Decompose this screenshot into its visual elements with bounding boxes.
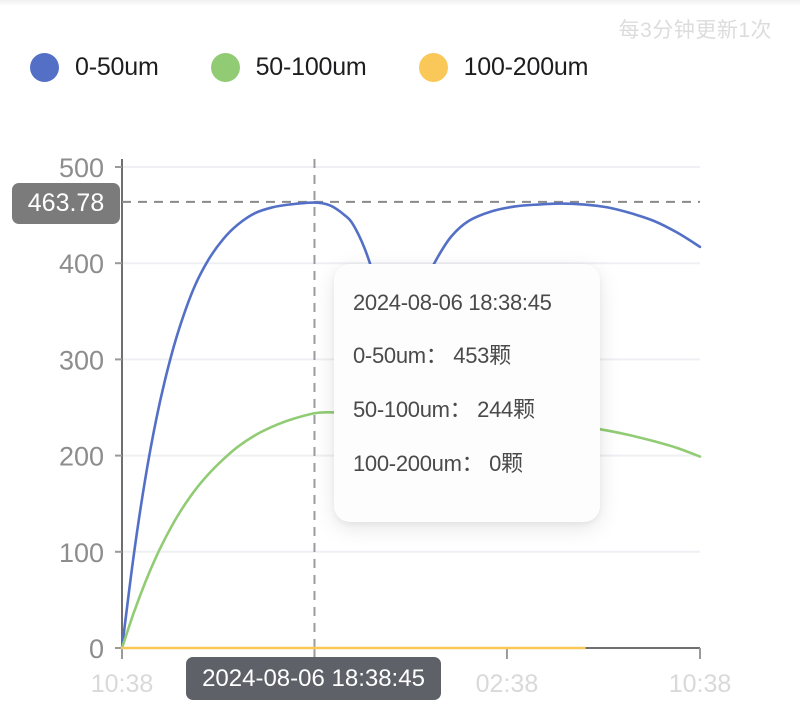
y-axis-value-badge: 463.78: [12, 183, 120, 224]
series-line-0-50um: [120, 201, 702, 650]
legend-item-100-200um[interactable]: 100-200um: [418, 53, 589, 82]
circle-marker-icon: [30, 53, 59, 82]
circle-marker-icon: [210, 53, 240, 82]
tooltip-title: 2024-08-06 18:38:45: [353, 290, 552, 315]
x-axis-tick-label: 02:38: [476, 670, 539, 698]
refresh-interval-note: 每3分钟更新1次: [618, 19, 772, 42]
x-axis-ticks: [121, 648, 701, 659]
x-axis-tick-label: 10:38: [669, 670, 732, 698]
y-axis-tick-label: 500: [59, 153, 104, 183]
y-axis-ticks: [115, 166, 122, 649]
y-axis-tick-label: 100: [59, 538, 104, 568]
y-axis-value-text: 463.78: [27, 189, 105, 217]
y-axis-tick-label: 0: [89, 634, 104, 664]
card-top-edge: [0, 0, 800, 6]
legend-item-0-50um[interactable]: 0-50um: [30, 53, 159, 82]
x-axis-pointer-badge: 2024-08-06 18:38:45: [186, 657, 441, 700]
chart-tooltip: 2024-08-06 18:38:45 0-50um： 453颗 50-100u…: [334, 264, 600, 522]
tooltip-row-0-50um: 0-50um： 453颗: [353, 343, 511, 368]
legend-item-50-100um[interactable]: 50-100um: [210, 53, 367, 82]
y-axis-tick-labels: 0 100 200 300 400 500: [59, 153, 104, 664]
x-axis-pointer-text: 2024-08-06 18:38:45: [202, 664, 425, 692]
tooltip-row-50-100um: 50-100um： 244颗: [353, 397, 535, 422]
legend-label: 100-200um: [463, 53, 589, 81]
chart-legend: 0-50um 50-100um 100-200um: [30, 53, 640, 82]
legend-label: 0-50um: [75, 53, 159, 81]
y-axis-tick-label: 200: [59, 442, 104, 472]
circle-marker-icon: [418, 53, 448, 82]
x-axis-tick-label: 10:38: [91, 670, 154, 698]
tooltip-row-100-200um: 100-200um： 0颗: [353, 451, 523, 476]
legend-label: 50-100um: [255, 53, 367, 81]
y-axis-tick-label: 400: [59, 249, 104, 279]
y-axis-tick-label: 300: [59, 345, 104, 375]
